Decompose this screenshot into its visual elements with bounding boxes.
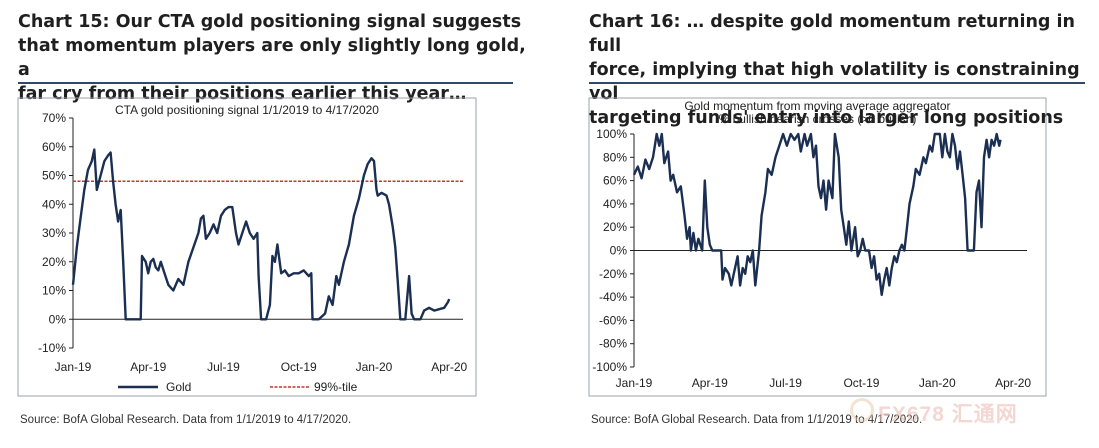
right-headline: Chart 16: … despite gold momentum return… [589,10,1089,130]
left-chart-plot-frame [17,97,477,397]
right-chart-y-tick-label: 60% [603,174,627,188]
left-chart-x-tick-label: Jan-20 [356,360,393,374]
left-chart-x-tick-label: Apr-20 [431,360,467,374]
left-chart-series-line [71,148,451,321]
left-headline-line-1: Chart 15: Our CTA gold positioning signa… [18,12,522,32]
right-source: Source: BofA Global Research. Data from … [591,414,923,426]
right-chart-plot-frame [588,97,1047,397]
left-chart-y-tick-label: -10% [38,341,66,355]
left-chart: CTA gold positioning signal 1/1/2019 to … [17,97,477,397]
left-chart-y-tick-label: 10% [42,284,66,298]
right-chart-y-tick-label: -100% [592,360,627,374]
right-chart-x-tick-label: Jan-19 [616,376,653,390]
left-chart-y-tick-label: 40% [42,197,66,211]
left-chart-y-tick-label: 50% [42,169,66,183]
right-chart-y-tick-label: 100% [596,127,627,141]
left-chart-y-tick-label: 30% [42,226,66,240]
right-chart-y-tick-label: 20% [603,220,627,234]
left-panel: Chart 15: Our CTA gold positioning signa… [0,0,548,448]
right-chart-y-tick-label: 40% [603,197,627,211]
left-chart-legend-label-gold: Gold [166,380,191,394]
right-chart-x-tick-label: Oct-19 [843,376,879,390]
right-chart-y-tick-label: 80% [603,150,627,164]
left-chart-y-tick-label: 70% [42,111,66,125]
right-chart-x-tick-label: Jul-19 [769,376,802,390]
left-chart-x-tick-label: Jul-19 [207,360,240,374]
right-divider [589,82,1085,84]
right-chart-y-tick-label: -80% [599,337,627,351]
right-chart: Gold momentum from moving average aggreg… [588,97,1047,397]
right-chart-y-tick-label: -60% [599,313,627,327]
left-chart-y-tick-label: 60% [42,140,66,154]
left-chart-x-tick-label: Apr-19 [130,360,166,374]
watermark-logo-icon [850,398,874,422]
left-chart-x-tick-label: Jan-19 [55,360,92,374]
right-chart-x-tick-label: Jan-20 [919,376,956,390]
left-headline-line-3: far cry from their positions earlier thi… [18,84,467,104]
left-chart-x-tick-label: Oct-19 [281,360,317,374]
left-headline: Chart 15: Our CTA gold positioning signa… [18,10,538,106]
left-chart-y-tick-label: 0% [49,312,67,326]
right-chart-x-tick-label: Apr-19 [692,376,728,390]
left-chart-title: CTA gold positioning signal 1/1/2019 to … [115,103,379,117]
right-chart-subtitle: % bullish/bearish crosses (>0 bullish) [719,112,917,126]
right-chart-title: Gold momentum from moving average aggreg… [684,99,950,113]
right-headline-line-3: targeting funds' entry into larger long … [589,108,1064,128]
right-chart-y-tick-label: -20% [599,267,627,281]
left-headline-line-2: that momentum players are only slightly … [18,36,526,80]
right-chart-y-tick-label: -40% [599,290,627,304]
left-chart-y-tick-label: 20% [42,255,66,269]
left-chart-legend-label-threshold: 99%-tile [314,380,358,394]
right-headline-line-1: Chart 16: … despite gold momentum return… [589,12,1075,56]
right-headline-line-2: force, implying that high volatility is … [589,60,1080,104]
right-chart-x-tick-label: Apr-20 [995,376,1031,390]
left-source: Source: BofA Global Research. Data from … [20,414,352,426]
right-chart-y-tick-label: 0% [610,244,628,258]
left-divider [18,82,513,84]
watermark: FX678 汇通网 [878,403,1018,426]
right-chart-series-line [632,132,1002,296]
right-panel: Chart 16: … despite gold momentum return… [565,0,1099,448]
